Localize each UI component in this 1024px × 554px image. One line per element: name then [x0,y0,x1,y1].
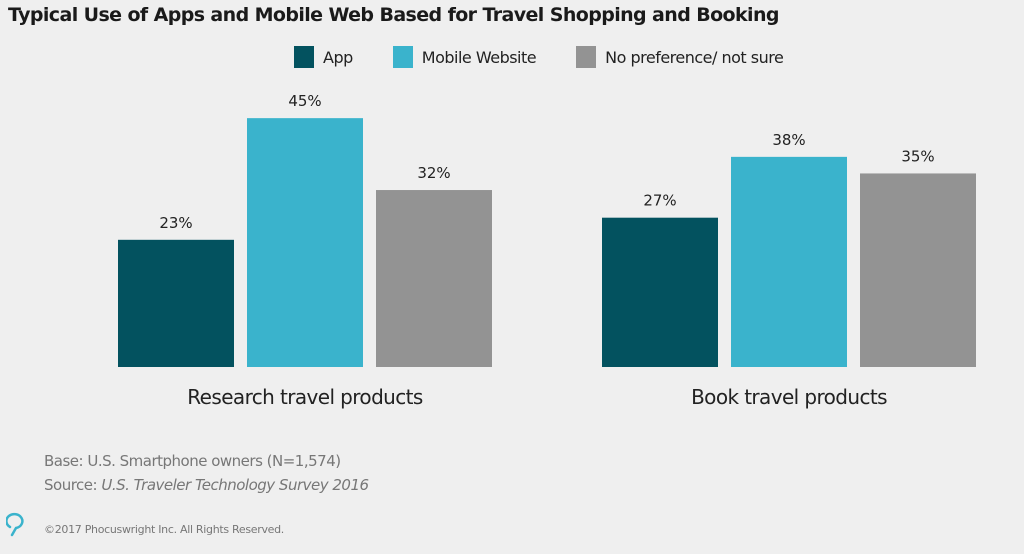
bar-app-0 [118,239,234,367]
data-label: 32% [417,164,450,182]
legend-swatch [392,46,413,68]
bar-mobile-website-1 [731,156,847,367]
data-label: 45% [288,92,321,110]
bar-app-1 [602,217,718,367]
bar-mobile-website-0 [247,118,363,368]
legend: App Mobile Website No preference/ not su… [294,46,823,68]
category-label: Research travel products [187,385,423,409]
legend-label: App [323,47,353,67]
legend-item-no-preference: No preference/ not sure [576,46,784,68]
data-label: 35% [901,147,934,165]
legend-label: Mobile Website [421,47,537,67]
source-prefix: Source: [44,476,102,494]
legend-swatch [294,46,314,68]
chart-title: Typical Use of Apps and Mobile Web Based… [8,4,779,26]
source-note: Source: U.S. Traveler Technology Survey … [44,476,369,494]
source-title: U.S. Traveler Technology Survey 2016 [101,476,369,494]
category-label: Book travel products [691,385,887,409]
legend-item-app: App [294,46,353,68]
phocuswright-logo-icon [6,512,24,537]
legend-swatch [576,46,597,68]
data-label: 27% [643,192,676,210]
copyright: ©2017 Phocuswright Inc. All Rights Reser… [44,523,284,536]
bar-no-preference-not-sure-0 [376,190,492,367]
legend-label: No preference/ not sure [605,47,784,67]
data-label: 38% [772,131,805,149]
bar-no-preference-not-sure-1 [860,173,976,367]
data-label: 23% [159,214,192,232]
base-note: Base: U.S. Smartphone owners (N=1,574) [44,452,341,470]
legend-item-mobile-website: Mobile Website [392,46,537,68]
